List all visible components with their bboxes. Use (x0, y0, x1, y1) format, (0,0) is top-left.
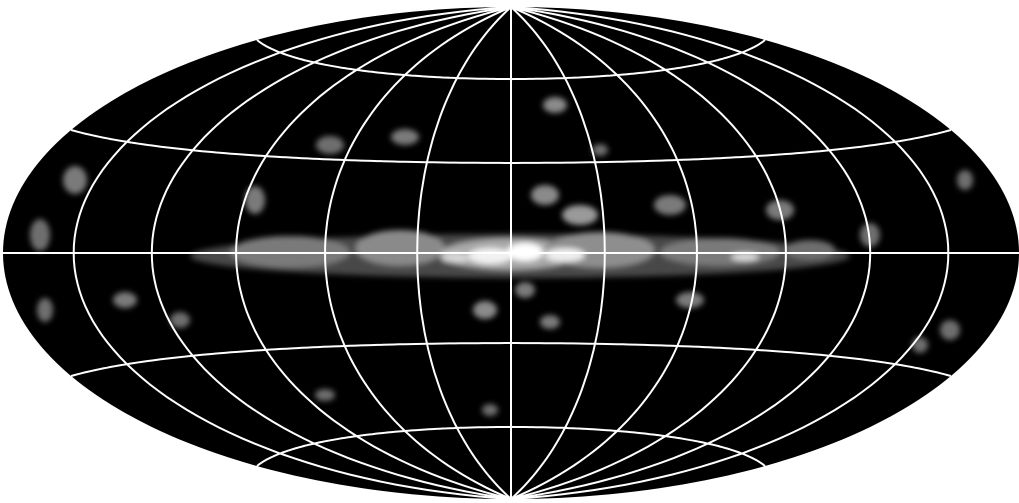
plane-core-3 (545, 248, 585, 262)
patch (391, 129, 419, 145)
graticule-grid (3, 6, 1019, 500)
patch (940, 320, 960, 340)
patch (654, 195, 686, 215)
patch (170, 312, 190, 328)
patch (531, 185, 559, 205)
patch (592, 144, 608, 156)
patch (482, 404, 498, 416)
parallel-line (70, 129, 952, 164)
patch (473, 301, 497, 319)
plane-core-5 (731, 253, 759, 261)
plane-core-4 (441, 253, 469, 263)
plane-band-mid-left (355, 230, 445, 266)
parallel-line (256, 425, 766, 467)
plane-band-far-right (785, 240, 835, 260)
patch (245, 186, 265, 214)
parallel-line (70, 342, 952, 377)
plane-core-1 (468, 248, 512, 264)
patch (30, 219, 50, 251)
patch (676, 292, 704, 308)
patch (540, 315, 560, 329)
patch (543, 97, 567, 113)
patch (957, 170, 973, 190)
patch (315, 389, 335, 401)
patch (316, 136, 344, 154)
patch (37, 298, 53, 322)
patch (860, 223, 880, 247)
patch (63, 166, 87, 194)
parallel-line (256, 39, 766, 81)
patch (113, 292, 137, 308)
patch (912, 337, 928, 353)
patch (515, 282, 535, 298)
patch (562, 205, 598, 225)
scattered-emission (30, 97, 973, 416)
